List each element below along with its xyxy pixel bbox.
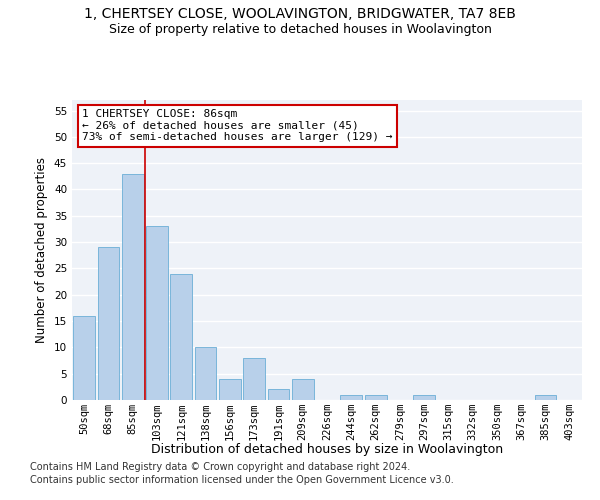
Text: Contains public sector information licensed under the Open Government Licence v3: Contains public sector information licen…	[30, 475, 454, 485]
Bar	[413, 394, 435, 400]
Bar	[73, 316, 95, 400]
Text: Distribution of detached houses by size in Woolavington: Distribution of detached houses by size …	[151, 442, 503, 456]
Bar	[365, 394, 386, 400]
Bar	[170, 274, 192, 400]
Y-axis label: Number of detached properties: Number of detached properties	[35, 157, 49, 343]
Text: 1 CHERTSEY CLOSE: 86sqm
← 26% of detached houses are smaller (45)
73% of semi-de: 1 CHERTSEY CLOSE: 86sqm ← 26% of detache…	[82, 109, 392, 142]
Bar	[194, 348, 217, 400]
Bar	[340, 394, 362, 400]
Text: 1, CHERTSEY CLOSE, WOOLAVINGTON, BRIDGWATER, TA7 8EB: 1, CHERTSEY CLOSE, WOOLAVINGTON, BRIDGWA…	[84, 8, 516, 22]
Bar	[219, 379, 241, 400]
Bar	[268, 390, 289, 400]
Text: Size of property relative to detached houses in Woolavington: Size of property relative to detached ho…	[109, 22, 491, 36]
Text: Contains HM Land Registry data © Crown copyright and database right 2024.: Contains HM Land Registry data © Crown c…	[30, 462, 410, 472]
Bar	[535, 394, 556, 400]
Bar	[97, 248, 119, 400]
Bar	[122, 174, 143, 400]
Bar	[243, 358, 265, 400]
Bar	[292, 379, 314, 400]
Bar	[146, 226, 168, 400]
